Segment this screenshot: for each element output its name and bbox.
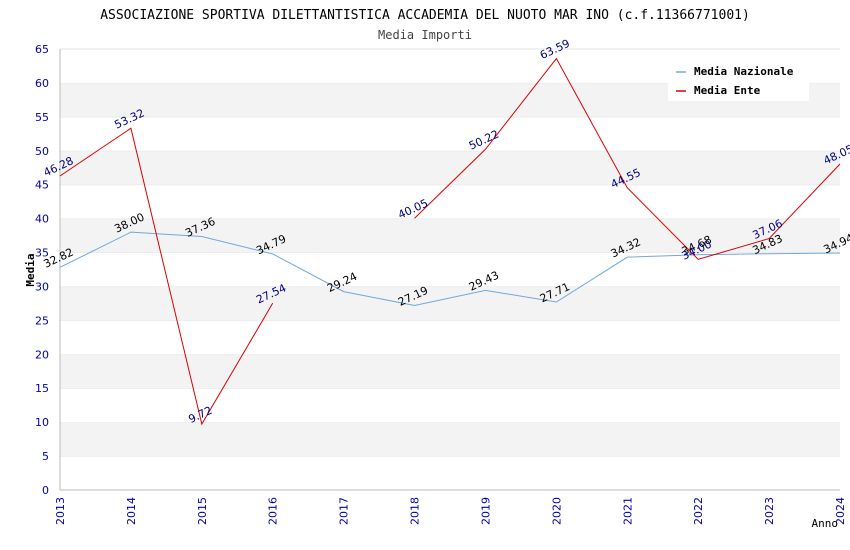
grid-band	[60, 184, 840, 219]
y-tick-label: 50	[35, 145, 49, 158]
chart-subtitle: Media Importi	[378, 28, 472, 42]
grid-band	[60, 218, 840, 253]
legend: Media Nazionale Media Ente	[668, 60, 809, 101]
series-line-ente	[59, 127, 274, 426]
x-tick-label: 2021	[621, 497, 634, 525]
x-tick-label: 2017	[338, 497, 351, 525]
y-tick-label: 5	[42, 450, 49, 463]
y-tick-label: 45	[35, 179, 49, 192]
chart-title: ASSOCIAZIONE SPORTIVA DILETTANTISTICA AC…	[100, 8, 750, 23]
grid-band	[60, 388, 840, 423]
x-tick-label: 2024	[834, 497, 847, 525]
x-tick-label: 2020	[550, 497, 563, 525]
series-line-nazionale	[59, 231, 841, 307]
x-tick-label: 2018	[409, 497, 422, 525]
grid-band	[60, 286, 840, 321]
x-axis-ticks: 2013 2014 2015 2016 2017 2018 2019 2020 2021 2022…	[54, 497, 847, 525]
y-tick-label: 0	[42, 484, 49, 497]
y-tick-label: 60	[35, 77, 49, 90]
y-tick-label: 40	[35, 213, 49, 226]
y-tick-label: 30	[35, 280, 49, 293]
x-tick-label: 2013	[54, 497, 67, 525]
x-tick-label: 2015	[196, 497, 209, 525]
grid-band	[60, 150, 840, 185]
y-tick-label: 55	[35, 111, 49, 124]
grid-band	[60, 320, 840, 355]
legend-label-ente: Media Ente	[694, 84, 761, 97]
grid-band	[60, 422, 840, 457]
legend-label-nazionale: Media Nazionale	[694, 65, 794, 78]
x-tick-label: 2023	[763, 497, 776, 525]
x-tick-label: 2022	[692, 497, 705, 525]
grid-band	[60, 116, 840, 151]
y-axis-label: Media	[24, 253, 37, 286]
y-tick-label: 20	[35, 348, 49, 361]
grid-band	[60, 252, 840, 287]
y-axis-ticks: 0 5 10 15 20 25 30 35 40 45 50 55 60 65	[35, 43, 49, 497]
grid-bands	[60, 48, 840, 490]
y-tick-label: 65	[35, 43, 49, 56]
x-tick-label: 2014	[125, 497, 138, 525]
series-line-ente	[414, 57, 841, 260]
y-tick-label: 25	[35, 314, 49, 327]
legend-box	[668, 60, 809, 101]
x-tick-label: 2019	[479, 497, 492, 525]
series-group	[59, 57, 841, 426]
y-tick-label: 10	[35, 416, 49, 429]
grid-band	[60, 354, 840, 389]
y-tick-label: 35	[35, 247, 49, 260]
x-axis-label: Anno	[812, 517, 839, 530]
grid-band	[60, 456, 840, 490]
y-tick-label: 15	[35, 382, 49, 395]
x-tick-label: 2016	[267, 497, 280, 525]
